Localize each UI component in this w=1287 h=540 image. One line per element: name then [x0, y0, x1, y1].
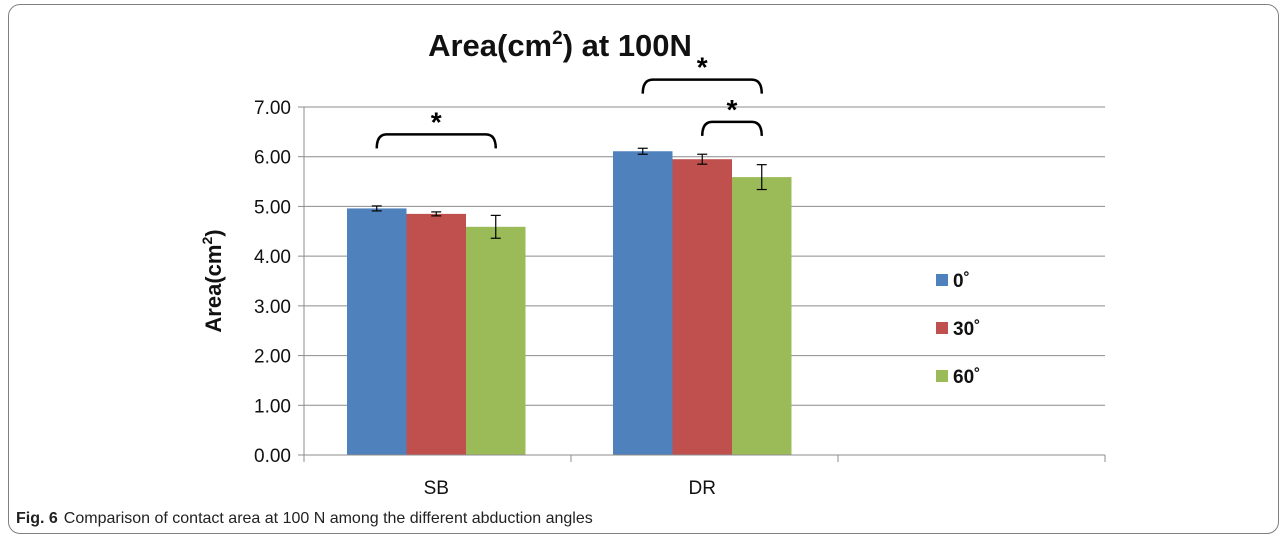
- y-tick-label: 4.00: [254, 247, 291, 268]
- caption-text: Comparison of contact area at 100 N amon…: [63, 510, 593, 527]
- y-tick-label: 0.00: [254, 446, 291, 467]
- y-tick-label: 1.00: [254, 396, 291, 417]
- legend-label: 30˚: [953, 319, 980, 340]
- y-axis-label: Area(cm2): [199, 229, 226, 332]
- bar: [466, 226, 526, 455]
- significance-bracket: [375, 133, 497, 149]
- bar-chart: Area(cm2) at 100N Area(cm2) 0.001.002.00…: [199, 28, 1106, 499]
- legend-swatch: [936, 274, 948, 286]
- x-tick-label: SB: [424, 478, 449, 499]
- y-tick-label: 6.00: [254, 148, 291, 169]
- significance-brackets: * * *: [375, 52, 763, 149]
- x-tick-label: DR: [689, 478, 716, 499]
- legend: 0˚ 30˚ 60˚: [936, 271, 980, 388]
- significance-bracket: [641, 78, 763, 94]
- y-axis-label-main: Area(cm: [201, 245, 226, 333]
- chart-title: Area(cm2) at 100N: [428, 28, 692, 63]
- bar: [613, 151, 673, 455]
- chart-title-sup: 2: [552, 28, 563, 49]
- legend-label: 60˚: [953, 367, 980, 388]
- significance-star: *: [431, 106, 442, 137]
- bars: [347, 151, 792, 455]
- significance-star: *: [727, 94, 738, 125]
- bar: [406, 213, 466, 455]
- significance-star: *: [697, 52, 708, 83]
- bar: [672, 159, 732, 455]
- y-axis-label-sup: 2: [199, 237, 215, 245]
- y-tick-label: 2.00: [254, 347, 291, 368]
- legend-swatch: [936, 370, 948, 382]
- y-tick-label: 5.00: [254, 197, 291, 218]
- significance-bracket: [701, 120, 763, 136]
- chart-title-tail: ) at 100N: [563, 28, 692, 63]
- error-bars: [371, 147, 767, 239]
- figure-caption: Fig. 6 Comparison of contact area at 100 …: [16, 510, 593, 528]
- y-tick-label: 3.00: [254, 297, 291, 318]
- caption-label: Fig. 6: [16, 510, 58, 527]
- x-tick-labels: SB DR: [424, 478, 716, 499]
- y-axis-label-tail: ): [201, 229, 226, 236]
- axes: [303, 107, 1106, 462]
- chart-title-main: Area(cm: [428, 28, 552, 63]
- y-tick-label: 7.00: [254, 98, 291, 119]
- bar: [732, 177, 792, 455]
- y-tick-labels: 0.00 1.00 2.00 3.00 4.00 5.00 6.00 7.00: [254, 98, 291, 467]
- bar: [347, 208, 407, 455]
- legend-swatch: [936, 322, 948, 334]
- legend-label: 0˚: [953, 271, 970, 292]
